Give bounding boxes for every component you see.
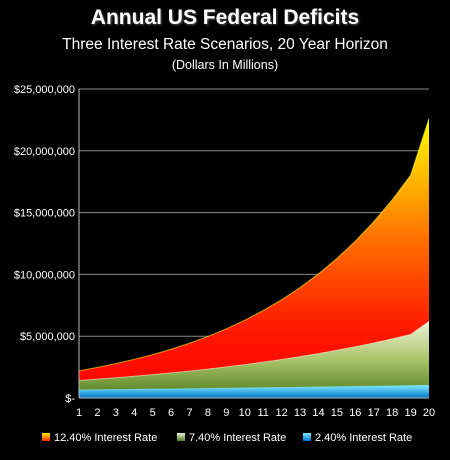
y-tick-label-0: $- [65, 393, 75, 405]
x-tick-label-15: 15 [331, 407, 343, 419]
x-tick-label-1: 1 [76, 407, 82, 419]
x-tick-label-4: 4 [131, 407, 137, 419]
x-tick-label-3: 3 [113, 407, 119, 419]
x-tick-label-5: 5 [150, 407, 156, 419]
legend-label-7-40: 7.40% Interest Rate [189, 432, 287, 444]
chart-units-note: (Dollars In Millions) [171, 58, 279, 72]
y-tick-label-3: $15,000,000 [14, 208, 75, 220]
legend-swatch-7-40 [177, 433, 185, 441]
legend-swatch-12-40 [42, 433, 50, 441]
legend-label-2-40: 2.40% Interest Rate [315, 432, 413, 444]
x-tick-label-7: 7 [186, 407, 192, 419]
legend-swatch-2-40 [303, 433, 311, 441]
x-tick-label-2: 2 [94, 407, 100, 419]
x-tick-label-18: 18 [386, 407, 398, 419]
area-series-7-40-edge [78, 320, 430, 381]
x-tick-label-9: 9 [223, 407, 229, 419]
x-tick-label-16: 16 [349, 407, 361, 419]
x-tick-label-17: 17 [368, 407, 380, 419]
x-tick-label-8: 8 [205, 407, 211, 419]
y-tick-label-1: $5,000,000 [20, 331, 75, 343]
chart-subtitle: Three Interest Rate Scenarios, 20 Year H… [62, 36, 388, 53]
x-tick-label-12: 12 [276, 407, 288, 419]
y-tick-label-4: $20,000,000 [14, 146, 75, 158]
area-series-12-40-edge [78, 118, 430, 372]
y-tick-label-5: $25,000,000 [14, 84, 75, 96]
area-series-12-40 [79, 118, 429, 398]
x-tick-label-6: 6 [168, 407, 174, 419]
x-tick-label-20: 20 [423, 407, 435, 419]
legend-item-7-40: 7.40% Interest Rate [177, 432, 286, 444]
x-tick-label-10: 10 [239, 407, 251, 419]
x-tick-label-19: 19 [404, 407, 416, 419]
x-tick-label-14: 14 [312, 407, 324, 419]
y-tick-label-2: $10,000,000 [14, 269, 75, 281]
area-series-7-40 [79, 321, 429, 398]
legend-item-2-40: 2.40% Interest Rate [303, 432, 412, 444]
legend-item-12-40: 12.40% Interest Rate [42, 432, 157, 444]
x-tick-label-11: 11 [257, 407, 268, 419]
area-series-2-40 [79, 385, 429, 398]
area-series-2-40-edge [78, 384, 430, 391]
chart-legend: 12.40% Interest Rate 7.40% Interest Rate… [0, 432, 450, 450]
legend-label-12-40: 12.40% Interest Rate [54, 432, 158, 444]
x-tick-label-13: 13 [294, 407, 306, 419]
chart-title: Annual US Federal Deficits [90, 6, 360, 29]
